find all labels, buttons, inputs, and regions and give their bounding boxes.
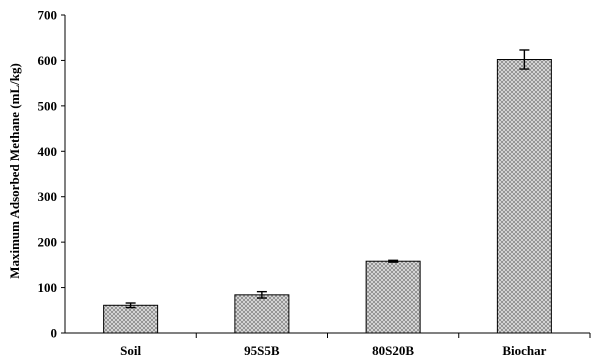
bar — [365, 260, 421, 334]
bar — [496, 59, 552, 334]
category-label: Biochar — [502, 343, 546, 358]
bar — [234, 294, 290, 334]
y-tick-label: 0 — [51, 326, 58, 341]
y-axis-title: Maximum Adsorbed Methane (mL/kg) — [7, 63, 22, 279]
y-tick-label: 300 — [38, 189, 58, 204]
category-label: 80S20B — [372, 343, 414, 358]
y-axis-title-group: Maximum Adsorbed Methane (mL/kg) — [7, 63, 22, 279]
y-tick-label: 700 — [38, 8, 58, 23]
category-label: Soil — [120, 343, 141, 358]
category-label: 95S5B — [244, 343, 280, 358]
y-tick-label: 600 — [38, 53, 58, 68]
y-tick-label: 500 — [38, 98, 58, 113]
bar — [103, 304, 159, 334]
y-tick-label: 200 — [38, 235, 58, 250]
y-tick-label: 400 — [38, 144, 58, 159]
plot-area: 0 100 200 300 400 500 600 700 Soil 95S5B 80S20B Bio… — [38, 8, 591, 358]
y-tick-label: 100 — [38, 280, 58, 295]
